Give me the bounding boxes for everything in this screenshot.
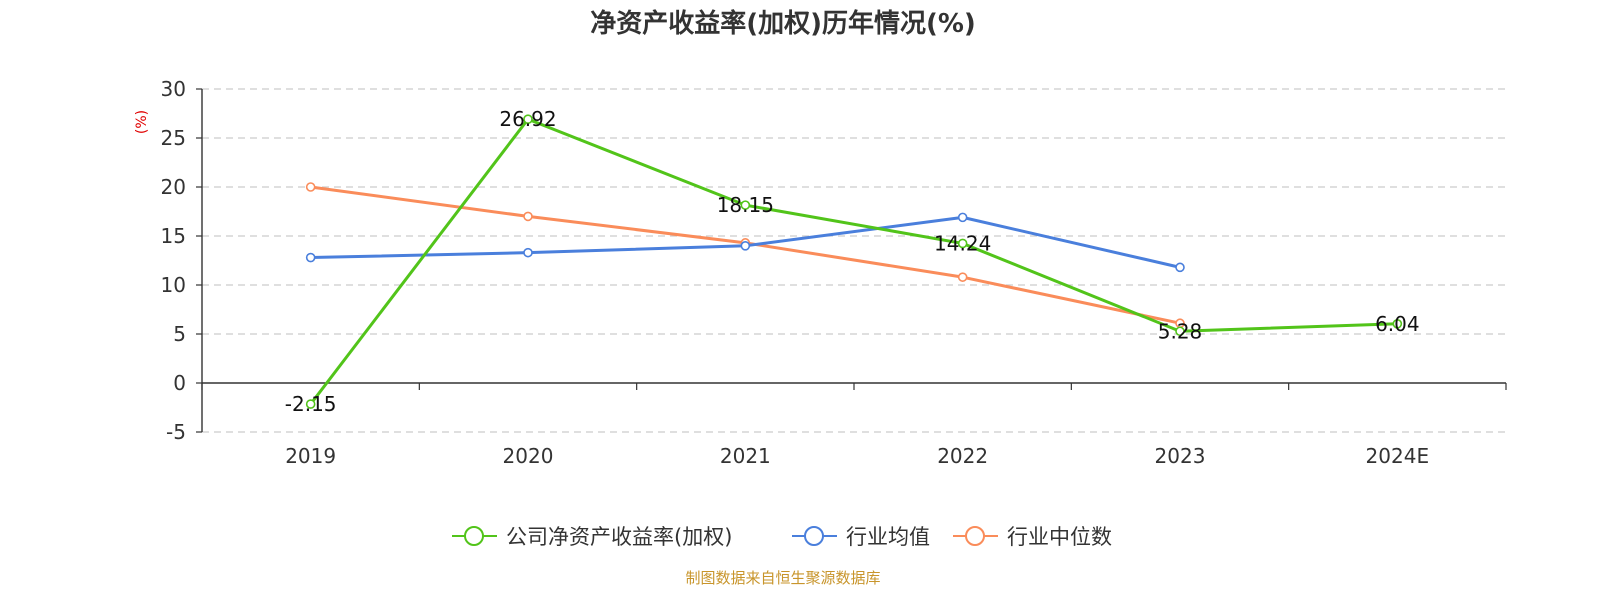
data-point[interactable] [957,238,968,249]
y-tick-label: 25 [161,126,186,150]
x-axis-ticks: 2019 2020 2021 2022 2023 2024E [201,383,1507,468]
data-label: 6.04 [1375,312,1420,336]
data-label: -2.15 [285,392,337,416]
y-tick-label: -5 [166,420,186,444]
y-tick-label: 10 [161,273,186,297]
y-tick-label: 30 [161,77,186,101]
legend-item[interactable]: 行业中位数 [953,525,1112,549]
data-point[interactable] [523,247,533,258]
data-point[interactable] [957,272,968,282]
grid-lines [202,88,1506,433]
data-point[interactable] [305,182,316,192]
legend-marker-icon [965,526,985,546]
data-label: 5.28 [1158,319,1203,343]
y-tick-label: 0 [173,371,186,395]
legend-item[interactable]: 公司净资产收益率(加权) [452,525,732,549]
y-tick-label: 20 [161,175,186,199]
x-tick-label: 2022 [937,444,988,468]
legend[interactable]: 公司净资产收益率(加权) 行业均值 行业中位数 [452,525,1112,549]
x-tick-label: 2021 [720,444,771,468]
data-point[interactable] [523,211,533,222]
data-point[interactable] [740,241,751,251]
data-labels: -2.15 26.92 18.15 14.24 5.28 6.04 [285,107,1420,416]
data-point[interactable] [523,114,533,124]
series-line [309,117,1398,405]
legend-label: 行业中位数 [1007,525,1112,549]
data-point[interactable] [957,212,968,223]
data-point[interactable] [740,200,751,210]
data-label: 26.92 [499,107,556,131]
legend-label: 公司净资产收益率(加权) [506,525,732,549]
chart-title: 净资产收益率(加权)历年情况(%) [590,8,976,39]
data-point[interactable] [1392,319,1403,329]
data-label: 18.15 [717,193,774,217]
x-tick-label: 2023 [1155,444,1206,468]
data-point[interactable] [1175,326,1185,337]
series-lines [305,114,1403,409]
y-tick-label: 15 [161,224,186,248]
y-axis-ticks: -5 0 5 10 15 20 25 30 [161,77,202,444]
x-tick-label: 2024E [1366,444,1430,468]
data-point[interactable] [305,252,316,263]
legend-item[interactable]: 行业均值 [792,525,930,549]
y-axis-unit-label: (%) [134,110,150,134]
legend-marker-icon [804,526,824,546]
data-point[interactable] [305,399,316,409]
legend-marker-icon [464,526,484,546]
data-point[interactable] [1175,262,1185,273]
x-tick-label: 2019 [285,444,336,468]
legend-label: 行业均值 [846,525,930,549]
source-note: 制图数据来自恒生聚源数据库 [685,569,880,587]
x-tick-label: 2020 [503,444,554,468]
data-label: 14.24 [934,231,991,255]
y-tick-label: 5 [173,322,186,346]
